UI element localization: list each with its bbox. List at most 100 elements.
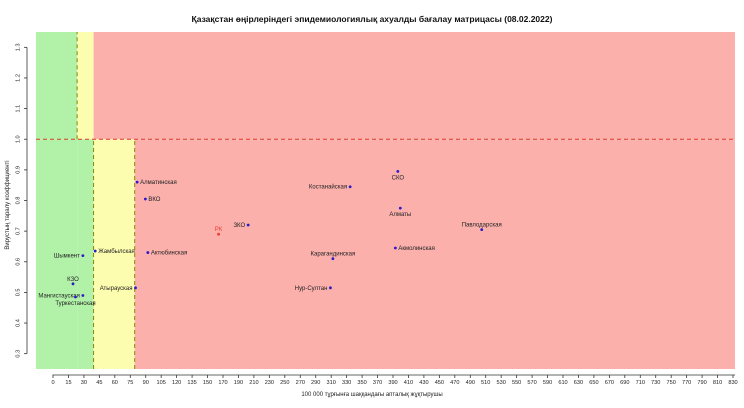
risk-zones	[36, 32, 736, 369]
x-tick-label: 470	[450, 380, 459, 386]
chart-title: Қазақстан өңірлеріндегі эпидемиологиялық…	[191, 14, 553, 24]
y-tick-label: 1.1	[15, 105, 21, 113]
point-label: Шымкент	[54, 254, 80, 260]
point-label: Алматы	[389, 212, 411, 218]
x-tick-label: 490	[466, 380, 475, 386]
point-label: СКО	[392, 175, 405, 181]
x-tick-label: 230	[265, 380, 274, 386]
x-tick-label: 510	[481, 380, 490, 386]
zone-red-6	[134, 139, 735, 369]
x-tick-label: 690	[620, 380, 629, 386]
x-tick-label: 90	[143, 380, 149, 386]
point-label: Туркестанская	[55, 301, 95, 307]
point-label: Мангистауская	[38, 293, 79, 299]
data-point	[93, 249, 97, 253]
x-tick-label: 610	[558, 380, 567, 386]
data-point	[398, 206, 402, 210]
y-tick-label: 0.6	[15, 258, 21, 266]
data-point	[331, 257, 335, 261]
point-label: Жамбылская	[98, 249, 135, 255]
y-tick-label: 1.3	[15, 43, 21, 51]
data-point	[246, 223, 250, 227]
x-tick-label: 630	[574, 380, 583, 386]
x-tick-label: 30	[81, 380, 87, 386]
point-label: Нур-Султан	[295, 286, 328, 292]
point-label: Атырауская	[100, 286, 133, 292]
point-label: Акмолинская	[398, 246, 434, 252]
x-tick-label: 590	[543, 380, 552, 386]
x-tick-label: 75	[127, 380, 133, 386]
data-point	[393, 246, 397, 250]
x-tick-label: 310	[327, 380, 336, 386]
data-point	[135, 180, 139, 184]
y-tick-label: 0.8	[15, 197, 21, 205]
x-tick-label: 410	[404, 380, 413, 386]
x-tick-label: 0	[51, 380, 54, 386]
y-tick-label: 0.5	[15, 289, 21, 297]
point-label: КЗО	[67, 277, 79, 283]
y-tick-label: 1.0	[15, 135, 21, 143]
data-point	[81, 254, 85, 258]
point-label: ЗКО	[233, 223, 245, 229]
x-tick-label: 370	[373, 380, 382, 386]
x-tick-label: 190	[234, 380, 243, 386]
zone-green-0	[36, 139, 78, 369]
point-label: Павлодарская	[462, 223, 502, 229]
data-point	[396, 169, 400, 173]
x-tick-label: 450	[435, 380, 444, 386]
x-tick-label: 270	[296, 380, 305, 386]
x-tick-label: 330	[342, 380, 351, 386]
x-tick-label: 105	[157, 380, 166, 386]
zone-yellow-3	[77, 32, 94, 140]
zone-green-2	[77, 139, 94, 369]
x-tick-label: 120	[172, 380, 181, 386]
y-tick-label: 0.9	[15, 166, 21, 174]
x-tick-label: 135	[187, 380, 196, 386]
point-label: Алматинская	[140, 180, 177, 186]
zone-green-1	[36, 32, 78, 140]
data-point	[134, 286, 137, 290]
data-point	[329, 286, 332, 290]
x-tick-label: 250	[280, 380, 289, 386]
y-tick-label: 0.4	[15, 319, 21, 327]
x-tick-label: 390	[388, 380, 397, 386]
point-label: Карагандинская	[311, 252, 356, 258]
x-tick-label: 530	[497, 380, 506, 386]
point-label: ВКО	[148, 197, 160, 203]
x-tick-label: 750	[667, 380, 676, 386]
zone-yellow-4	[93, 139, 135, 369]
reference-lines	[36, 32, 735, 369]
y-tick-label: 0.7	[15, 227, 21, 235]
y-tick-label: 1.2	[15, 74, 21, 82]
x-tick-label: 650	[589, 380, 598, 386]
point-label: Костанайская	[309, 184, 347, 191]
data-point	[480, 228, 484, 232]
x-tick-label: 290	[311, 380, 320, 386]
x-tick-label: 710	[636, 380, 645, 386]
data-point	[71, 282, 75, 286]
data-point	[143, 197, 147, 201]
x-tick-label: 210	[249, 380, 258, 386]
x-tick-label: 45	[96, 380, 102, 386]
data-point	[348, 185, 352, 189]
point-label: РК	[215, 227, 223, 233]
x-tick-label: 790	[697, 380, 706, 386]
x-tick-label: 170	[218, 380, 227, 386]
zone-red-5	[93, 32, 736, 140]
x-tick-label: 430	[419, 380, 428, 386]
x-tick-label: 550	[512, 380, 521, 386]
data-point	[146, 251, 150, 254]
x-tick-label: 670	[605, 380, 614, 386]
point-label: Актюбинская	[151, 251, 187, 257]
x-tick-label: 830	[728, 380, 737, 386]
x-tick-label: 810	[713, 380, 722, 386]
x-tick-label: 15	[65, 380, 71, 386]
data-point	[217, 232, 220, 236]
axes: 0.3 0.4 0.5 0.6 0.7 0.8 0.9 1.0 1.1 1.2 1.3 0 15 30 45…	[15, 43, 737, 386]
x-tick-label: 350	[357, 380, 366, 386]
data-point	[81, 294, 85, 297]
x-tick-label: 730	[651, 380, 660, 386]
y-tick-label: 0.3	[15, 350, 21, 358]
data-points: СКО Костанайская Алматинская ВКО Алматы ЗКО Па…	[38, 169, 502, 307]
